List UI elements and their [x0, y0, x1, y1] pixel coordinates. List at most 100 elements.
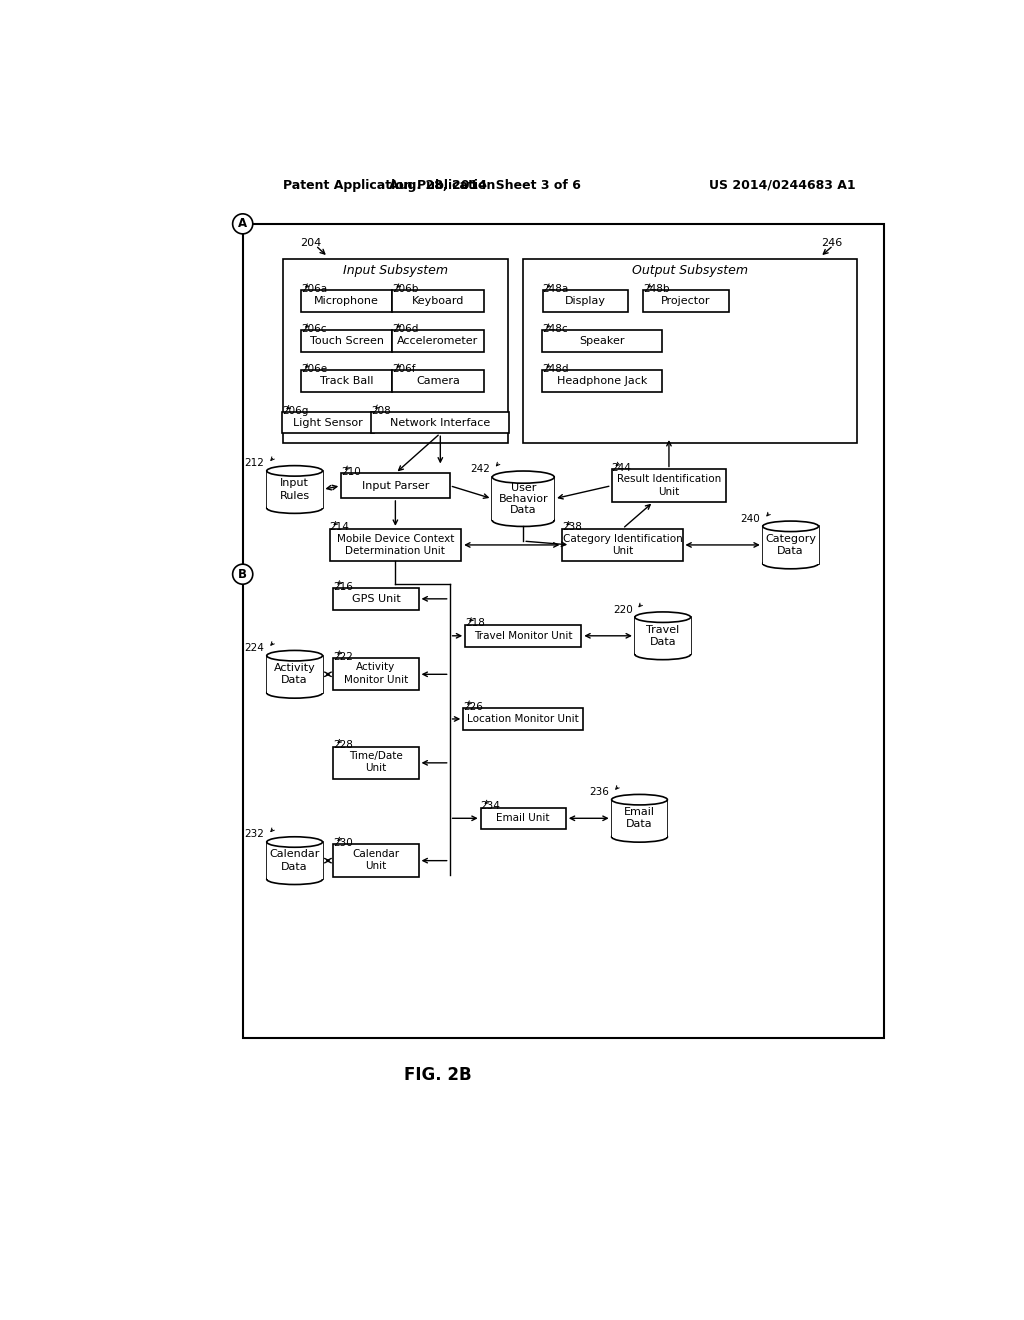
Bar: [611, 470, 726, 502]
Text: 224: 224: [245, 643, 264, 653]
Ellipse shape: [266, 837, 323, 847]
Circle shape: [232, 214, 253, 234]
Text: Data: Data: [627, 820, 653, 829]
Bar: [543, 330, 663, 351]
Bar: [334, 659, 419, 690]
Bar: [334, 589, 419, 610]
Text: 248a: 248a: [543, 284, 569, 294]
Text: Mobile Device Context: Mobile Device Context: [337, 533, 454, 544]
Text: Calendar: Calendar: [269, 850, 319, 859]
Text: Location Monitor Unit: Location Monitor Unit: [467, 714, 580, 723]
Ellipse shape: [611, 832, 668, 842]
Bar: [562, 529, 683, 561]
Text: 204: 204: [300, 238, 322, 248]
Bar: [266, 656, 323, 693]
Text: Data: Data: [510, 504, 537, 515]
Text: 212: 212: [245, 458, 264, 469]
Text: Aug. 28, 2014  Sheet 3 of 6: Aug. 28, 2014 Sheet 3 of 6: [388, 178, 581, 191]
Text: 226: 226: [463, 702, 483, 711]
Ellipse shape: [763, 558, 818, 569]
Bar: [635, 618, 690, 655]
Text: Email Unit: Email Unit: [497, 813, 550, 824]
Text: Unit: Unit: [658, 487, 680, 496]
Text: FIG. 2B: FIG. 2B: [404, 1065, 472, 1084]
Text: 218: 218: [465, 619, 485, 628]
Bar: [301, 290, 392, 312]
Text: 216: 216: [334, 582, 353, 591]
Text: Travel Monitor Unit: Travel Monitor Unit: [474, 631, 572, 640]
Ellipse shape: [493, 515, 554, 527]
Text: Input Parser: Input Parser: [361, 480, 429, 491]
Bar: [392, 370, 483, 392]
Text: 206d: 206d: [392, 325, 419, 334]
Text: Email: Email: [624, 807, 655, 817]
Text: 206f: 206f: [392, 364, 416, 375]
Ellipse shape: [635, 649, 690, 660]
Ellipse shape: [266, 503, 323, 513]
Text: Network Interface: Network Interface: [390, 417, 490, 428]
Text: 206a: 206a: [301, 284, 327, 294]
Text: 232: 232: [245, 829, 264, 840]
Bar: [330, 529, 461, 561]
Bar: [763, 527, 818, 564]
Text: Unit: Unit: [366, 861, 387, 871]
Bar: [463, 708, 584, 730]
Text: Accelerometer: Accelerometer: [397, 335, 478, 346]
Ellipse shape: [635, 612, 690, 623]
Text: Determination Unit: Determination Unit: [345, 546, 445, 556]
Text: GPS Unit: GPS Unit: [351, 594, 400, 603]
Bar: [266, 842, 323, 879]
Ellipse shape: [266, 466, 323, 477]
Text: Monitor Unit: Monitor Unit: [344, 675, 409, 685]
Bar: [243, 224, 884, 1038]
Text: 238: 238: [562, 523, 583, 532]
Text: Calendar: Calendar: [352, 849, 399, 859]
Text: 230: 230: [334, 838, 353, 847]
Text: Behavior: Behavior: [499, 494, 548, 504]
Bar: [543, 290, 628, 312]
Text: 240: 240: [740, 513, 761, 524]
Text: Data: Data: [282, 676, 308, 685]
Text: 214: 214: [330, 523, 349, 532]
Text: Category Identification: Category Identification: [562, 533, 682, 544]
Ellipse shape: [266, 651, 323, 661]
Text: 208: 208: [372, 407, 391, 416]
Text: Data: Data: [777, 546, 804, 556]
Text: Headphone Jack: Headphone Jack: [557, 376, 647, 385]
Bar: [611, 800, 668, 837]
Text: Microphone: Microphone: [314, 296, 379, 306]
Text: 248c: 248c: [543, 325, 568, 334]
Text: 248d: 248d: [543, 364, 568, 375]
Text: 228: 228: [334, 741, 353, 750]
Text: 222: 222: [334, 652, 353, 661]
Bar: [283, 259, 508, 444]
Bar: [334, 747, 419, 779]
Text: Touch Screen: Touch Screen: [309, 335, 384, 346]
Text: Speaker: Speaker: [580, 335, 625, 346]
Bar: [301, 370, 392, 392]
Text: 234: 234: [480, 801, 501, 810]
Text: Activity: Activity: [273, 663, 315, 673]
Text: US 2014/0244683 A1: US 2014/0244683 A1: [710, 178, 856, 191]
Text: Keyboard: Keyboard: [412, 296, 464, 306]
Bar: [392, 330, 483, 351]
Text: 236: 236: [590, 787, 609, 797]
Ellipse shape: [763, 521, 818, 532]
Ellipse shape: [493, 471, 554, 483]
Text: User: User: [511, 483, 536, 492]
Text: Result Identification: Result Identification: [616, 474, 721, 484]
Bar: [643, 290, 729, 312]
Text: 220: 220: [612, 605, 633, 615]
Text: A: A: [239, 218, 247, 231]
Text: Camera: Camera: [416, 376, 460, 385]
Text: B: B: [239, 568, 247, 581]
Bar: [372, 412, 509, 433]
Text: 244: 244: [611, 463, 632, 473]
Ellipse shape: [266, 874, 323, 884]
Ellipse shape: [611, 795, 668, 805]
Text: Unit: Unit: [611, 546, 633, 556]
Text: 242: 242: [470, 463, 489, 474]
Text: Light Sensor: Light Sensor: [293, 417, 362, 428]
Text: Data: Data: [282, 862, 308, 871]
Text: Rules: Rules: [280, 491, 309, 500]
